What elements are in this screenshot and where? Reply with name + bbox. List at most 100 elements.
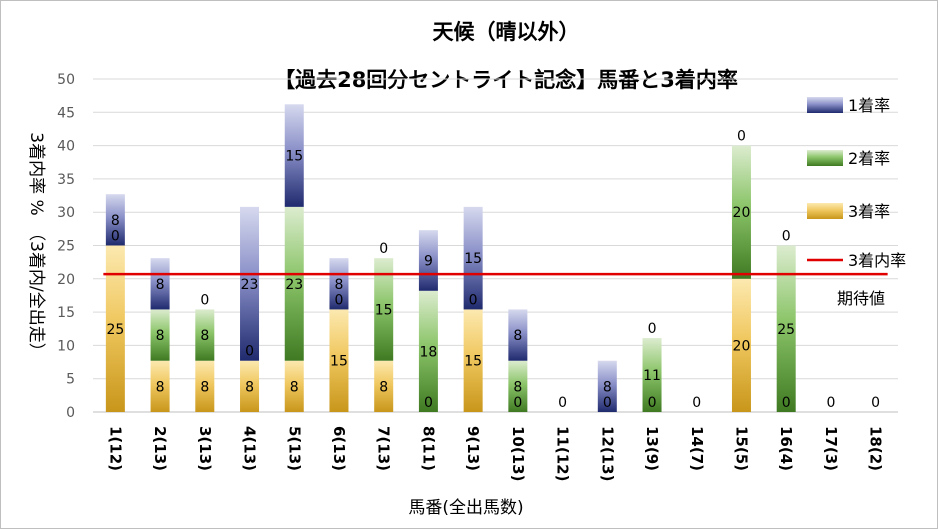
legend-label: 3着率 (848, 202, 890, 221)
data-label: 8 (335, 277, 344, 293)
bar-stack (597, 360, 617, 412)
bar-stack (374, 258, 394, 412)
y-axis-ticks: 0 5 10 15 20 25 30 35 40 45 50 (57, 72, 75, 421)
data-label: 23 (285, 277, 303, 293)
bar-segment (150, 258, 170, 310)
data-label: 0 (871, 395, 880, 411)
data-label: 11 (643, 368, 661, 384)
bar-segment (284, 104, 304, 207)
bar-segment (150, 360, 170, 412)
data-label: 8 (200, 328, 209, 344)
bar-stack (284, 104, 304, 412)
legend-label: 期待値 (837, 289, 885, 308)
x-tick-label: 10(13) (509, 426, 527, 481)
bar-segment (508, 360, 528, 412)
y-tick-label: 20 (57, 272, 75, 288)
y-tick-label: 5 (66, 372, 75, 388)
bar-segment (150, 309, 170, 361)
data-label: 0 (648, 395, 657, 411)
data-label: 8 (513, 379, 522, 395)
legend-label: 1着率 (848, 96, 890, 115)
bar-stack (463, 206, 483, 412)
data-label: 0 (648, 321, 657, 337)
legend-swatch (807, 97, 843, 113)
data-label: 0 (200, 292, 209, 308)
x-tick-label: 11(12) (554, 426, 572, 481)
bar-stack (240, 206, 260, 412)
y-tick-label: 0 (66, 405, 75, 421)
x-tick-label: 17(3) (822, 426, 840, 471)
x-tick-label: 12(13) (598, 426, 616, 481)
x-tick-label: 5(13) (285, 426, 303, 471)
bar-stack (508, 309, 528, 412)
data-label: 0 (111, 229, 120, 245)
gridlines (93, 78, 898, 413)
bar-stack (731, 145, 751, 412)
bar-segment (329, 258, 349, 310)
bar-segment (776, 245, 796, 412)
bar-segment (642, 338, 662, 412)
x-tick-label: 18(2) (867, 426, 885, 471)
data-label: 18 (420, 344, 438, 360)
chart-title: 天候（晴以外） (433, 20, 580, 44)
bar-segment (508, 309, 528, 361)
data-label: 0 (692, 395, 701, 411)
data-label: 15 (464, 251, 482, 267)
x-tick-label: 4(13) (241, 426, 259, 471)
bar-segment (105, 194, 125, 246)
data-label: 8 (245, 379, 254, 395)
chart-subtitle: 【過去28回分セントライト記念】馬番と3着内率 (274, 68, 738, 92)
data-label: 25 (106, 322, 124, 338)
x-tick-label: 7(13) (375, 426, 393, 471)
bar-stack (329, 258, 349, 412)
data-label: 0 (469, 292, 478, 308)
data-label: 0 (379, 241, 388, 257)
data-label: 15 (285, 149, 303, 165)
bar-stack (105, 194, 125, 412)
y-tick-label: 50 (57, 72, 75, 88)
data-label: 0 (335, 292, 344, 308)
y-tick-label: 30 (57, 205, 75, 221)
y-axis-label: 3着内率 % （3着内/全出走） (26, 132, 46, 359)
bar-segment (284, 206, 304, 361)
bar-stack (418, 230, 438, 412)
bars (105, 104, 796, 412)
x-tick-label: 16(4) (777, 426, 795, 471)
x-tick-label: 15(5) (732, 426, 750, 471)
data-label: 20 (733, 338, 751, 354)
bar-stack (150, 258, 170, 412)
x-axis-categories: 1(12) 2(13) 3(13) 4(13) 5(13) 6(13) 7(13) 8(11)… (106, 426, 884, 481)
legend-label: 2着率 (848, 149, 890, 168)
data-label: 0 (603, 395, 612, 411)
y-tick-label: 10 (57, 338, 75, 354)
data-label: 8 (156, 328, 165, 344)
bar-segment (463, 206, 483, 310)
legend-swatch (807, 150, 843, 166)
bar-segment (105, 245, 125, 412)
x-tick-label: 9(13) (464, 426, 482, 471)
bar-segment (418, 290, 438, 412)
legend-swatch (807, 203, 843, 219)
data-label: 8 (379, 379, 388, 395)
data-label: 25 (777, 322, 795, 338)
bar-segment (463, 309, 483, 412)
data-label: 8 (603, 379, 612, 395)
data-label: 8 (156, 379, 165, 395)
bar-segment (374, 258, 394, 361)
data-label: 0 (513, 395, 522, 411)
data-label: 20 (733, 205, 751, 221)
data-label: 8 (513, 328, 522, 344)
y-tick-label: 40 (57, 139, 75, 155)
y-tick-label: 35 (57, 172, 75, 188)
x-tick-label: 2(13) (151, 426, 169, 471)
data-label: 15 (464, 354, 482, 370)
bar-segment (195, 309, 215, 361)
data-label: 8 (200, 379, 209, 395)
data-label: 15 (375, 302, 393, 318)
x-tick-label: 3(13) (196, 426, 214, 471)
bar-stack (195, 309, 215, 412)
data-label: 0 (782, 395, 791, 411)
